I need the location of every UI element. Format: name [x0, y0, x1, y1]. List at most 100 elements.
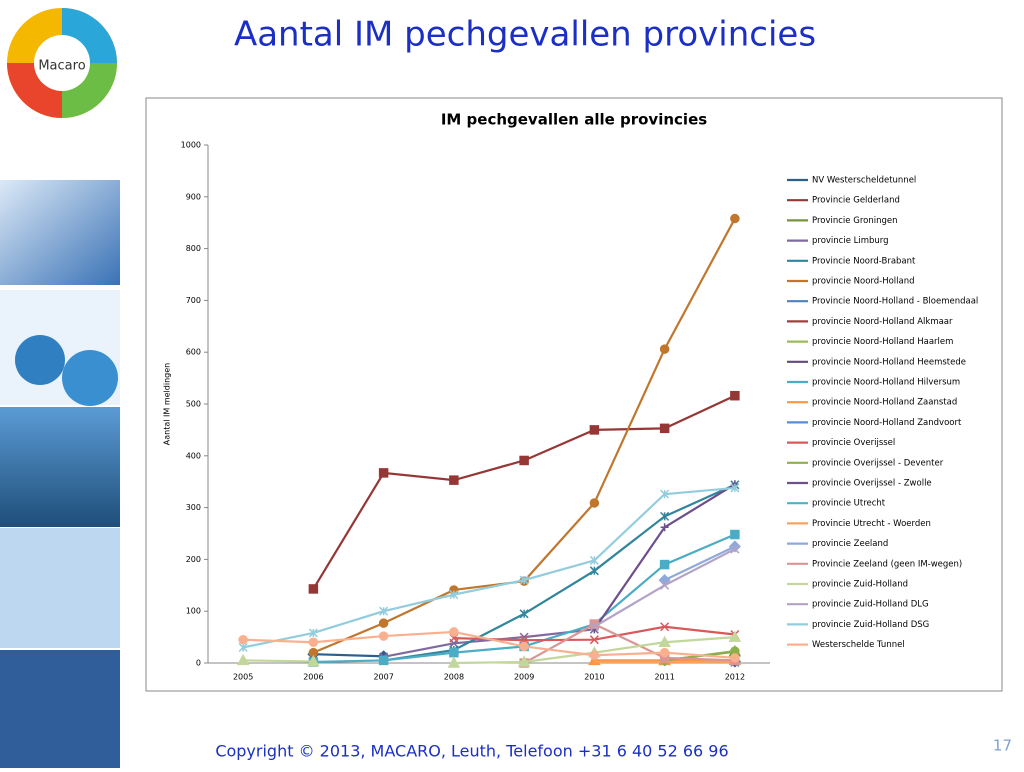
legend-label: provincie Noord-Holland Haarlem: [812, 337, 953, 347]
point: [308, 628, 318, 638]
series-line: [664, 545, 736, 582]
point: [659, 559, 670, 570]
y-tick-label: 400: [186, 451, 201, 460]
x-tick-label: 2009: [514, 673, 534, 682]
point: [589, 425, 600, 435]
chart-title: IM pechgevallen alle provincies: [441, 111, 707, 129]
point: [449, 627, 459, 637]
x-tick-label: 2010: [584, 673, 604, 682]
x-tick-label: 2012: [725, 673, 745, 682]
x-tick-label: 2008: [444, 673, 464, 682]
point: [589, 555, 599, 565]
point: [660, 511, 670, 521]
point: [307, 654, 320, 667]
slide-title: Aantal IM pechgevallen provincies: [234, 15, 816, 55]
y-tick-label: 700: [186, 296, 201, 305]
point: [730, 483, 740, 493]
legend-label: Provincie Noord-Brabant: [812, 256, 916, 266]
point: [447, 656, 461, 668]
legend-label: provincie Zuid-Holland DLG: [812, 600, 929, 610]
y-tick-label: 900: [186, 192, 201, 201]
logo-text: Macaro: [38, 59, 85, 74]
point: [659, 423, 670, 434]
side-images: [0, 180, 120, 768]
legend-label: provincie Limburg: [812, 236, 889, 246]
point: [378, 631, 389, 641]
series-line: [523, 622, 735, 664]
point: [519, 641, 529, 652]
y-tick-label: 800: [186, 244, 201, 253]
legend-label: provincie Noord-Holland Heemstede: [812, 357, 966, 367]
legend-label: Provincie Gelderland: [812, 196, 900, 206]
legend-label: provincie Noord-Holland Hilversum: [812, 378, 960, 388]
point: [730, 544, 740, 554]
y-tick-label: 100: [186, 607, 201, 616]
point: [308, 584, 319, 594]
point: [659, 344, 670, 354]
logo: Macaro: [7, 8, 117, 118]
y-tick-label: 300: [186, 503, 201, 512]
y-tick-label: 600: [186, 348, 201, 357]
point: [589, 622, 599, 632]
point: [730, 213, 740, 224]
x-tick-label: 2011: [654, 673, 674, 682]
legend-label: Provincie Utrecht - Woerden: [812, 519, 931, 529]
point: [660, 622, 670, 632]
footer: Copyright © 2013, MACARO, Leuth, Telefoo…: [215, 742, 728, 761]
legend-label: Provincie Groningen: [812, 216, 897, 226]
y-tick-label: 0: [196, 659, 201, 668]
point: [589, 498, 600, 508]
point: [660, 523, 669, 532]
y-axis-label: Aantal IM meldingen: [163, 363, 172, 445]
point: [517, 655, 531, 667]
point: [236, 653, 250, 666]
legend-label: provincie Overijssel - Zwolle: [812, 479, 932, 489]
x-tick-label: 2005: [233, 673, 253, 682]
point: [519, 609, 529, 619]
point: [589, 635, 599, 645]
point: [519, 575, 529, 585]
legend-label: provincie Zuid-Holland: [812, 580, 908, 590]
legend-label: provincie Zuid-Holland DSG: [812, 620, 929, 630]
point: [730, 390, 740, 401]
y-tick-label: 1000: [181, 141, 201, 150]
legend-label: provincie Zeeland: [812, 539, 888, 549]
legend-label: provincie Noord-Holland Alkmaar: [812, 317, 953, 327]
point: [659, 647, 670, 658]
point: [449, 590, 459, 600]
legend-label: Provincie Zeeland (geen IM-wegen): [812, 559, 962, 569]
series-line: [242, 486, 735, 649]
point: [660, 580, 670, 590]
series-line: [243, 630, 735, 659]
x-tick-label: 2007: [373, 673, 393, 682]
legend-label: NV Westerscheldetunnel: [812, 176, 916, 186]
point: [378, 655, 389, 666]
x-tick-label: 2006: [303, 673, 323, 682]
point: [730, 529, 740, 540]
y-tick-label: 200: [186, 555, 201, 564]
point: [589, 566, 599, 576]
point: [449, 647, 459, 658]
point: [449, 475, 459, 485]
point: [308, 637, 319, 648]
legend-label: provincie Noord-Holland Zaanstad: [812, 398, 957, 408]
legend-label: provincie Overijssel: [812, 438, 895, 448]
chart-frame: [145, 97, 1003, 692]
series-line: [313, 653, 384, 658]
legend-label: provincie Overijssel - Deventer: [812, 458, 944, 468]
legend-label: Westerschelde Tunnel: [812, 640, 905, 650]
point: [378, 468, 389, 478]
point: [379, 606, 389, 616]
legend-label: provincie Noord-Holland: [812, 277, 915, 287]
y-tick-label: 500: [186, 400, 201, 409]
legend-label: Provincie Noord-Holland - Bloemendaal: [812, 297, 978, 307]
point: [728, 630, 742, 642]
series-line: [383, 483, 736, 662]
point: [730, 653, 740, 663]
point: [589, 650, 600, 660]
point: [238, 634, 248, 645]
page-number: 17: [993, 737, 1012, 755]
point: [660, 489, 670, 499]
